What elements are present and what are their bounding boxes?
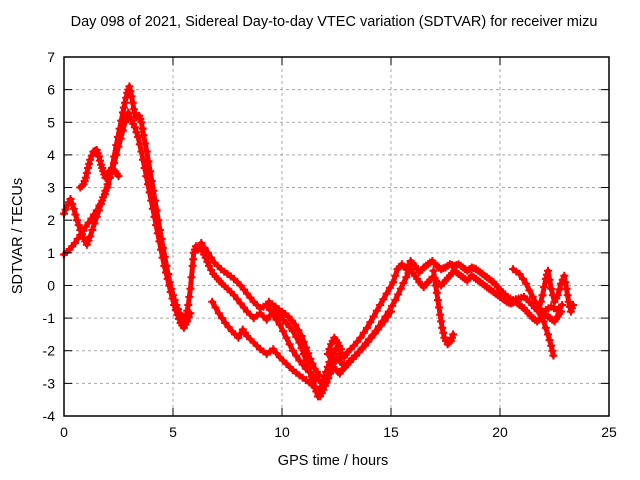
data-trace-markers [535,266,577,316]
data-trace-markers [76,146,123,192]
data-trace-markers [264,297,324,380]
x-tick-label: 25 [601,424,617,440]
plot-border [63,56,610,417]
y-tick-label: -1 [43,310,56,326]
data-trace-markers [208,297,395,401]
y-tick-label: 3 [47,180,55,196]
y-tick-label: 4 [47,147,55,163]
y-tick-label: 2 [47,212,55,228]
x-axis-title: GPS time / hours [277,453,389,469]
x-tick-label: 10 [274,424,290,440]
y-tick-label: 1 [47,245,55,261]
data-trace-markers [429,266,458,349]
y-tick-label: -2 [43,343,56,359]
x-tick-label: 5 [169,424,177,440]
data-series-group [60,82,577,401]
y-tick-label: 6 [47,82,55,98]
x-tick-label: 0 [60,424,68,440]
y-tick-label: 0 [47,277,55,293]
chart-title: Day 098 of 2021, Sidereal Day-to-day VTE… [70,14,598,30]
x-tick-label: 15 [383,424,399,440]
y-tick-label: -4 [43,408,56,424]
x-tick-label: 20 [492,424,508,440]
y-tick-label: 7 [47,49,55,65]
y-tick-label: -3 [43,375,56,391]
data-trace-markers [323,333,345,358]
data-trace-markers [197,239,565,388]
data-trace-markers [509,265,558,360]
data-trace-line [198,240,564,386]
y-tick-label: 5 [47,114,55,130]
